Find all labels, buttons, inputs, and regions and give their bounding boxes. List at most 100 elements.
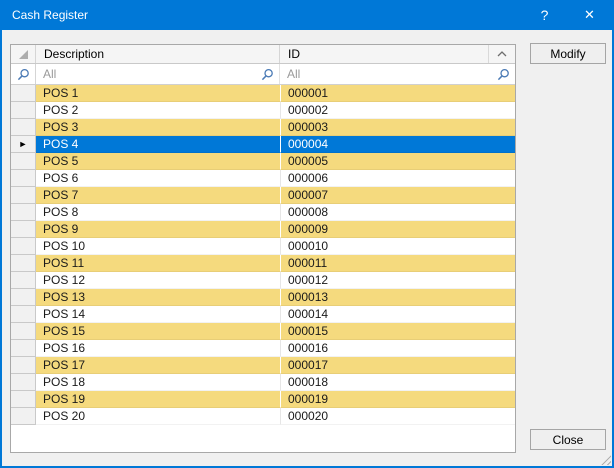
table-row[interactable]: POS 3 000003 xyxy=(11,119,515,136)
row-indicator-cell[interactable] xyxy=(11,255,36,272)
description-cell[interactable]: POS 1 xyxy=(36,85,280,102)
table-row[interactable]: POS 2 000002 xyxy=(11,102,515,119)
table-row[interactable]: POS 5 000005 xyxy=(11,153,515,170)
description-cell[interactable]: POS 7 xyxy=(36,187,280,204)
id-cell[interactable]: 000008 xyxy=(280,204,515,221)
id-cell[interactable]: 000015 xyxy=(280,323,515,340)
row-indicator-cell[interactable] xyxy=(11,272,36,289)
column-header-description[interactable]: Description xyxy=(36,45,280,63)
id-cell[interactable]: 000012 xyxy=(280,272,515,289)
id-cell[interactable]: 000019 xyxy=(280,391,515,408)
row-indicator-cell[interactable] xyxy=(11,306,36,323)
description-cell[interactable]: POS 11 xyxy=(36,255,280,272)
id-cell[interactable]: 000001 xyxy=(280,85,515,102)
description-cell[interactable]: POS 14 xyxy=(36,306,280,323)
id-cell[interactable]: 000018 xyxy=(280,374,515,391)
table-row[interactable]: ► POS 4 000004 xyxy=(11,136,515,153)
row-indicator-cell[interactable] xyxy=(11,187,36,204)
id-cell[interactable]: 000014 xyxy=(280,306,515,323)
description-cell[interactable]: POS 12 xyxy=(36,272,280,289)
table-row[interactable]: POS 8 000008 xyxy=(11,204,515,221)
search-icon[interactable] xyxy=(497,68,510,81)
row-indicator-cell[interactable] xyxy=(11,85,36,102)
id-cell[interactable]: 000017 xyxy=(280,357,515,374)
close-button[interactable]: Close xyxy=(530,429,606,450)
row-indicator-cell[interactable] xyxy=(11,238,36,255)
row-indicator-cell[interactable] xyxy=(11,119,36,136)
table-row[interactable]: POS 1 000001 xyxy=(11,85,515,102)
description-cell[interactable]: POS 10 xyxy=(36,238,280,255)
table-row[interactable]: POS 15 000015 xyxy=(11,323,515,340)
table-row[interactable]: POS 19 000019 xyxy=(11,391,515,408)
table-row[interactable]: POS 10 000010 xyxy=(11,238,515,255)
row-indicator-cell[interactable]: ► xyxy=(11,136,36,153)
description-cell[interactable]: POS 20 xyxy=(36,408,280,425)
description-cell[interactable]: POS 2 xyxy=(36,102,280,119)
id-cell[interactable]: 000010 xyxy=(280,238,515,255)
id-cell[interactable]: 000009 xyxy=(280,221,515,238)
description-cell[interactable]: POS 19 xyxy=(36,391,280,408)
dialog-content: Description ID xyxy=(2,30,612,466)
table-row[interactable]: POS 6 000006 xyxy=(11,170,515,187)
id-filter-input[interactable] xyxy=(280,67,497,81)
id-cell[interactable]: 000005 xyxy=(280,153,515,170)
row-indicator-cell[interactable] xyxy=(11,102,36,119)
column-header-id[interactable]: ID xyxy=(280,45,488,63)
row-indicator-cell[interactable] xyxy=(11,391,36,408)
description-cell[interactable]: POS 9 xyxy=(36,221,280,238)
row-indicator-cell[interactable] xyxy=(11,340,36,357)
table-row[interactable]: POS 18 000018 xyxy=(11,374,515,391)
table-row[interactable]: POS 11 000011 xyxy=(11,255,515,272)
description-cell[interactable]: POS 5 xyxy=(36,153,280,170)
description-cell[interactable]: POS 3 xyxy=(36,119,280,136)
filter-indicator-cell[interactable] xyxy=(11,64,36,84)
close-icon: ✕ xyxy=(584,7,595,22)
id-cell[interactable]: 000004 xyxy=(280,136,515,153)
id-cell[interactable]: 000011 xyxy=(280,255,515,272)
chevron-up-icon xyxy=(497,51,507,57)
description-cell[interactable]: POS 13 xyxy=(36,289,280,306)
id-cell[interactable]: 000016 xyxy=(280,340,515,357)
window-close-button[interactable]: ✕ xyxy=(567,0,612,30)
table-row[interactable]: POS 9 000009 xyxy=(11,221,515,238)
search-icon[interactable] xyxy=(261,68,274,81)
table-row[interactable]: POS 13 000013 xyxy=(11,289,515,306)
table-row[interactable]: POS 16 000016 xyxy=(11,340,515,357)
row-indicator-cell[interactable] xyxy=(11,374,36,391)
table-row[interactable]: POS 12 000012 xyxy=(11,272,515,289)
table-row[interactable]: POS 7 000007 xyxy=(11,187,515,204)
row-indicator-cell[interactable] xyxy=(11,289,36,306)
description-cell[interactable]: POS 18 xyxy=(36,374,280,391)
row-indicator-cell[interactable] xyxy=(11,323,36,340)
table-row[interactable]: POS 17 000017 xyxy=(11,357,515,374)
table-row[interactable]: POS 20 000020 xyxy=(11,408,515,425)
corner-triangle-icon xyxy=(18,50,28,59)
id-cell[interactable]: 000007 xyxy=(280,187,515,204)
description-filter-input[interactable] xyxy=(36,67,261,81)
id-cell[interactable]: 000002 xyxy=(280,102,515,119)
help-button[interactable]: ? xyxy=(522,0,567,30)
description-cell[interactable]: POS 16 xyxy=(36,340,280,357)
row-indicator-cell[interactable] xyxy=(11,221,36,238)
description-cell[interactable]: POS 6 xyxy=(36,170,280,187)
modify-button[interactable]: Modify xyxy=(530,43,606,64)
table-row[interactable]: POS 14 000014 xyxy=(11,306,515,323)
description-cell[interactable]: POS 4 xyxy=(36,136,280,153)
row-indicator-cell[interactable] xyxy=(11,153,36,170)
resize-grip[interactable] xyxy=(599,453,611,465)
id-cell[interactable]: 000006 xyxy=(280,170,515,187)
description-cell[interactable]: POS 17 xyxy=(36,357,280,374)
row-indicator-cell[interactable] xyxy=(11,170,36,187)
description-cell[interactable]: POS 8 xyxy=(36,204,280,221)
column-header-id-label: ID xyxy=(288,47,300,61)
description-cell[interactable]: POS 15 xyxy=(36,323,280,340)
id-cell[interactable]: 000013 xyxy=(280,289,515,306)
row-indicator-cell[interactable] xyxy=(11,357,36,374)
id-filter-cell xyxy=(280,64,515,84)
sort-indicator-cell[interactable] xyxy=(488,45,515,63)
window-title: Cash Register xyxy=(12,8,89,22)
id-cell[interactable]: 000003 xyxy=(280,119,515,136)
id-cell[interactable]: 000020 xyxy=(280,408,515,425)
row-indicator-cell[interactable] xyxy=(11,204,36,221)
row-indicator-cell[interactable] xyxy=(11,408,36,425)
